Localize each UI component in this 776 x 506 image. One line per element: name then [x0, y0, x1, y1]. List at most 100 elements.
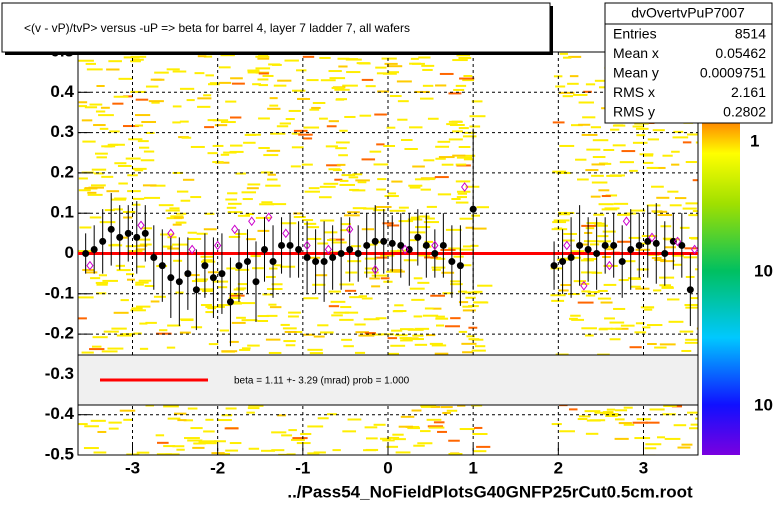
texture-cell — [257, 57, 270, 60]
texture-cell — [187, 231, 197, 234]
texture-cell — [205, 74, 214, 77]
texture-cell — [266, 178, 278, 181]
texture-cell — [225, 100, 237, 103]
texture-cell — [107, 347, 124, 350]
texture-cell — [296, 442, 311, 445]
texture-cell — [291, 146, 304, 149]
texture-cell — [229, 116, 242, 119]
texture-cell — [422, 314, 439, 317]
texture-cell — [113, 95, 129, 98]
texture-cell — [223, 151, 237, 154]
texture-cell — [386, 445, 399, 448]
texture-cell — [471, 349, 486, 352]
texture-cell — [193, 442, 206, 445]
texture-cell — [344, 115, 356, 118]
texture-cell — [329, 238, 345, 241]
texture-cell — [213, 305, 225, 308]
texture-cell — [649, 408, 665, 411]
texture-cell — [139, 322, 148, 325]
data-point — [690, 244, 699, 255]
texture-cell — [459, 217, 474, 220]
texture-cell — [685, 161, 697, 164]
texture-cell — [580, 259, 594, 262]
texture-cell — [78, 189, 91, 192]
texture-cell — [158, 204, 174, 207]
texture-cell — [162, 245, 173, 248]
texture-cell — [628, 236, 641, 239]
x-tick-label: 0 — [383, 458, 392, 477]
texture-cell — [679, 330, 694, 333]
texture-cell — [575, 158, 587, 161]
texture-cell — [87, 191, 97, 194]
texture-cell — [176, 212, 187, 215]
texture-cell — [453, 255, 464, 258]
texture-cell — [255, 216, 272, 219]
texture-cell — [347, 418, 362, 421]
texture-cell — [294, 331, 303, 334]
texture-cell — [391, 180, 403, 183]
texture-cell — [155, 434, 165, 437]
texture-cell — [629, 346, 642, 349]
chart-title: <(v - vP)/tvP> versus -uP => beta for ba… — [24, 21, 410, 35]
texture-cell — [376, 72, 393, 75]
data-point — [192, 286, 200, 294]
texture-cell — [150, 184, 166, 187]
data-point — [469, 205, 477, 213]
texture-cell — [347, 211, 360, 214]
stats-title: dvOvertvPuP7007 — [631, 5, 745, 21]
texture-cell — [562, 239, 575, 242]
texture-cell — [425, 217, 435, 220]
texture-cell — [558, 213, 571, 216]
texture-cell — [677, 446, 691, 449]
texture-cell — [337, 57, 350, 60]
texture-cell — [571, 318, 585, 321]
data-point — [414, 233, 422, 241]
texture-cell — [202, 259, 213, 262]
texture-cell — [94, 172, 104, 175]
texture-cell — [205, 442, 217, 445]
texture-cell — [597, 289, 608, 292]
data-point — [226, 298, 234, 306]
texture-cell — [114, 197, 127, 200]
data-point — [605, 260, 614, 271]
texture-cell — [266, 314, 278, 317]
texture-cell — [139, 347, 149, 350]
texture-cell — [175, 221, 185, 224]
texture-cell — [78, 423, 88, 426]
texture-cell — [692, 179, 698, 182]
texture-cell — [634, 437, 651, 440]
texture-cell — [352, 173, 363, 176]
texture-cell — [116, 269, 131, 272]
texture-cell — [662, 413, 676, 416]
texture-cell — [365, 85, 376, 88]
texture-cell — [334, 178, 343, 181]
texture-cell — [673, 130, 684, 133]
texture-cell — [409, 239, 418, 242]
texture-cell — [585, 432, 599, 435]
texture-cell — [584, 334, 594, 337]
texture-cell — [255, 67, 271, 70]
texture-cell — [462, 351, 473, 354]
texture-cell — [288, 109, 301, 112]
texture-cell — [435, 317, 449, 320]
texture-cell — [577, 418, 588, 421]
texture-cell — [122, 210, 136, 213]
texture-cell — [197, 105, 211, 108]
texture-cell — [281, 434, 293, 437]
texture-cell — [271, 449, 285, 452]
data-point — [380, 237, 388, 245]
texture-cell — [135, 305, 151, 308]
texture-cell — [438, 156, 455, 159]
texture-cell — [197, 97, 212, 100]
texture-cell — [225, 449, 239, 452]
texture-cell — [179, 331, 191, 334]
texture-cell — [361, 228, 375, 231]
data-point — [295, 245, 303, 253]
texture-cell — [458, 57, 472, 60]
texture-cell — [684, 247, 698, 250]
data-point — [252, 278, 260, 286]
texture-cell — [151, 101, 160, 104]
texture-cell — [173, 216, 184, 219]
texture-cell — [320, 331, 334, 334]
texture-cell — [327, 239, 336, 242]
